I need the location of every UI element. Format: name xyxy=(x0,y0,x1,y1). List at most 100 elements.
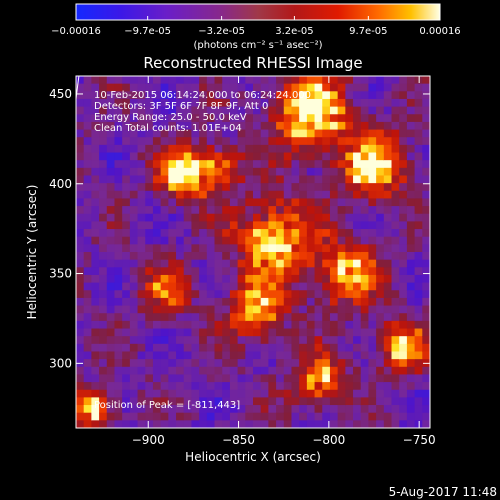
heatmap-cell xyxy=(406,290,416,299)
heatmap-cell xyxy=(353,305,362,314)
heatmap-cell xyxy=(260,183,269,192)
heatmap-cell xyxy=(329,175,339,184)
heatmap-cell xyxy=(91,121,100,131)
heatmap-cell xyxy=(152,221,162,230)
heatmap-cell xyxy=(368,290,377,299)
heatmap-cell xyxy=(106,175,116,184)
heatmap-cell xyxy=(376,221,385,230)
heatmap-cell xyxy=(322,259,331,268)
heatmap-cell xyxy=(345,412,354,421)
heatmap-cell xyxy=(268,366,277,376)
heatmap-cell xyxy=(145,221,154,230)
heatmap-cell xyxy=(91,244,100,253)
heatmap-cell xyxy=(422,206,430,215)
heatmap-cell xyxy=(237,267,246,276)
heatmap-cell xyxy=(337,190,346,200)
heatmap-cell xyxy=(160,343,169,353)
heatmap-cell xyxy=(237,412,246,421)
heatmap-cell xyxy=(229,305,239,314)
heatmap-cell xyxy=(245,397,254,406)
heatmap-cell xyxy=(283,336,293,345)
heatmap-cell xyxy=(191,305,200,314)
heatmap-cell xyxy=(345,190,354,200)
heatmap-cell xyxy=(414,213,423,222)
heatmap-cell xyxy=(268,297,277,307)
heatmap-cell xyxy=(353,229,362,238)
heatmap-cell xyxy=(122,328,131,337)
heatmap-cell xyxy=(283,91,293,100)
heatmap-cell xyxy=(222,121,231,131)
heatmap-cell xyxy=(245,374,254,383)
heatmap-cell xyxy=(299,274,308,284)
heatmap-cell xyxy=(276,106,285,115)
heatmap-cell xyxy=(137,290,146,299)
heatmap-cell xyxy=(99,313,108,322)
heatmap-cell xyxy=(406,244,416,253)
heatmap-cell xyxy=(222,305,231,314)
chart-title: Reconstructed RHESSI Image xyxy=(143,54,362,72)
heatmap-cell xyxy=(353,359,362,368)
heatmap-cell xyxy=(383,267,393,276)
heatmap-cell xyxy=(360,129,370,138)
heatmap-cell xyxy=(314,405,323,414)
heatmap-cell xyxy=(229,259,239,268)
heatmap-cell xyxy=(283,351,293,360)
heatmap-cell xyxy=(191,405,200,414)
heatmap-cell xyxy=(183,129,193,138)
heatmap-cell xyxy=(160,137,169,146)
heatmap-cell xyxy=(76,167,85,177)
heatmap-cell xyxy=(306,297,316,307)
heatmap-cell xyxy=(337,382,346,391)
heatmap-cell xyxy=(383,244,393,253)
heatmap-cell xyxy=(145,175,154,184)
heatmap-cell xyxy=(360,252,370,261)
heatmap-cell xyxy=(283,198,293,207)
heatmap-cell xyxy=(122,76,131,85)
heatmap-cell xyxy=(137,221,146,230)
heatmap-cell xyxy=(283,374,293,383)
heatmap-cell xyxy=(345,129,354,138)
heatmap-cell xyxy=(399,152,408,161)
heatmap-cell xyxy=(253,267,262,276)
heatmap-cell xyxy=(245,274,254,284)
heatmap-cell xyxy=(199,190,208,200)
heatmap-cell xyxy=(376,206,385,215)
heatmap-cell xyxy=(391,167,400,177)
heatmap-cell xyxy=(314,167,323,177)
heatmap-cell xyxy=(345,389,354,398)
heatmap-cell xyxy=(168,114,177,123)
heatmap-cell xyxy=(329,267,339,276)
heatmap-cell xyxy=(360,221,370,230)
annotation-detectors: Detectors: 3F 5F 6F 7F 8F 9F, Att 0 xyxy=(94,101,268,112)
heatmap-cell xyxy=(245,290,254,299)
heatmap-cell xyxy=(229,343,239,353)
heatmap-cell xyxy=(299,359,308,368)
heatmap-cell xyxy=(360,213,370,222)
heatmap-cell xyxy=(376,236,385,245)
heatmap-cell xyxy=(206,290,216,299)
heatmap-cell xyxy=(206,336,216,345)
heatmap-cell xyxy=(291,213,300,222)
heatmap-cell xyxy=(229,297,239,307)
heatmap-cell xyxy=(268,129,277,138)
heatmap-cell xyxy=(183,343,193,353)
heatmap-cell xyxy=(145,305,154,314)
heatmap-cell xyxy=(391,152,400,161)
heatmap-cell xyxy=(283,190,293,200)
heatmap-cell xyxy=(91,183,100,192)
heatmap-cell xyxy=(152,121,162,131)
heatmap-cell xyxy=(376,282,385,291)
heatmap-cell xyxy=(306,236,316,245)
heatmap-cell xyxy=(422,137,430,146)
heatmap-cell xyxy=(253,343,262,353)
heatmap-cell xyxy=(406,83,416,92)
heatmap-cell xyxy=(406,221,416,230)
heatmap-cell xyxy=(268,137,277,146)
heatmap-cell xyxy=(199,336,208,345)
heatmap-cell xyxy=(237,144,246,154)
heatmap-cell xyxy=(414,244,423,253)
heatmap-cell xyxy=(76,389,85,398)
heatmap-cell xyxy=(399,290,408,299)
heatmap-cell xyxy=(406,374,416,383)
heatmap-cell xyxy=(129,106,139,115)
